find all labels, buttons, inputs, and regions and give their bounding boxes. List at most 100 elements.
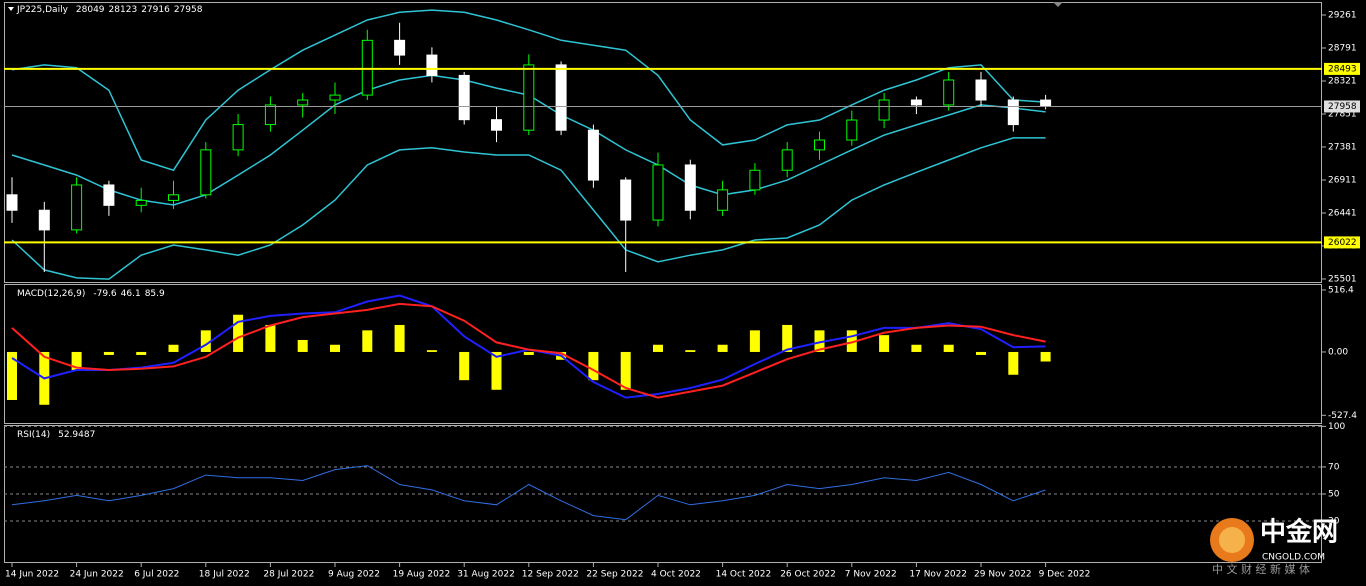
macd-bar <box>685 350 696 352</box>
candle-body <box>684 164 696 211</box>
y-tick-label: 30 <box>1328 517 1340 527</box>
level-label: 28493 <box>1328 64 1357 74</box>
panel-title: MACD(12,26,9) <box>17 289 85 299</box>
candle-body <box>943 79 955 106</box>
macd-bar <box>136 351 147 355</box>
y-tick-label: 26441 <box>1328 208 1357 218</box>
y-tick-label: 27381 <box>1328 142 1357 152</box>
macd-bar <box>394 324 405 352</box>
macd-bar <box>620 351 631 390</box>
macd-bar <box>749 330 760 352</box>
candle-body <box>846 119 858 141</box>
x-tick-label: 12 Sep 2022 <box>522 570 579 580</box>
logo-name: 中金网 <box>1260 517 1338 548</box>
y-tick-label: 26911 <box>1328 175 1357 185</box>
header-value: 28049 <box>76 5 105 15</box>
candle-body <box>329 94 341 101</box>
x-tick-label: 4 Oct 2022 <box>651 570 701 580</box>
watermark: 中金网 CNGOLD.COM 中 文 财 经 新 媒 体 <box>1210 517 1338 576</box>
candle-body <box>361 39 373 96</box>
bollinger-lower <box>11 137 1046 280</box>
header-value: 46.1 <box>121 289 141 299</box>
macd-bar <box>879 335 890 352</box>
candle-body <box>749 169 761 191</box>
y-tick-label: 516.4 <box>1328 285 1354 295</box>
macd-bar <box>71 351 82 370</box>
y-tick-label: 28321 <box>1328 76 1357 86</box>
macd-bar <box>103 351 114 355</box>
y-tick-label: 0.00 <box>1328 347 1348 357</box>
panel-header: JP225,Daily 28049 28123 27916 27958 <box>16 5 203 15</box>
candle-body <box>975 79 987 101</box>
candle-body <box>652 164 664 221</box>
macd-bar <box>911 344 922 352</box>
macd-bar <box>943 344 954 352</box>
logo-inner <box>1219 527 1245 553</box>
candle-body <box>71 184 83 231</box>
candle-body <box>587 129 599 181</box>
bollinger-upper <box>11 9 1046 172</box>
y-tick-label: -527.4 <box>1328 411 1357 421</box>
macd-bar <box>200 330 211 352</box>
last-price-box <box>1324 100 1360 113</box>
x-tick-label: 18 Jul 2022 <box>199 570 250 580</box>
macd-bar <box>782 324 793 352</box>
candle-body <box>910 99 922 106</box>
candle-body <box>878 99 890 121</box>
x-tick-label: 7 Nov 2022 <box>845 570 897 580</box>
macd-bar <box>7 351 17 400</box>
level-label: 26022 <box>1328 238 1357 248</box>
x-tick-label: 24 Jun 2022 <box>70 570 124 580</box>
macd-bar <box>588 351 599 381</box>
x-tick-label: 9 Dec 2022 <box>1039 570 1091 580</box>
candle-body <box>491 119 502 131</box>
macd-bar <box>1008 351 1019 375</box>
candle-body <box>781 149 793 171</box>
x-tick-label: 26 Oct 2022 <box>780 570 836 580</box>
x-tick-label: 6 Jul 2022 <box>134 570 179 580</box>
y-tick-label: 28791 <box>1328 43 1357 53</box>
macd-line <box>11 302 1046 399</box>
candle-body <box>717 189 729 211</box>
logo-slogan: 中 文 财 经 新 媒 体 <box>1212 562 1310 576</box>
x-tick-label: 19 Aug 2022 <box>393 570 451 580</box>
header-value: 52.9487 <box>58 430 95 440</box>
main-panel <box>4 2 1322 283</box>
x-tick-label: 14 Jun 2022 <box>5 570 59 580</box>
candle-body <box>426 54 438 76</box>
candle-body <box>168 194 179 201</box>
x-tick-label: 28 Jul 2022 <box>263 570 314 580</box>
candle-body <box>264 104 276 126</box>
candle-body <box>620 179 632 221</box>
header-value: 28123 <box>109 5 138 15</box>
candle-body <box>1040 99 1052 107</box>
candle-body <box>523 64 535 131</box>
macd-bar <box>297 339 308 352</box>
x-tick-label: 31 Aug 2022 <box>457 570 515 580</box>
macd-bar <box>814 330 825 352</box>
panel-title: RSI(14) <box>17 430 50 440</box>
macd-bar <box>362 330 373 352</box>
candle-body <box>103 184 115 206</box>
macd-bar <box>426 350 437 352</box>
x-tick-label: 14 Oct 2022 <box>716 570 772 580</box>
panel-header: MACD(12,26,9) -79.6 46.1 85.9 <box>17 289 165 299</box>
x-tick-label: 17 Nov 2022 <box>909 570 967 580</box>
y-tick-label: 29261 <box>1328 10 1357 20</box>
last-price-label: 27958 <box>1328 102 1357 112</box>
header-value: 27916 <box>141 5 170 15</box>
candle-body <box>394 39 406 56</box>
macd-bar <box>491 351 502 390</box>
rsi-line <box>11 465 1046 521</box>
level-box <box>1324 236 1360 249</box>
x-tick-label: 9 Aug 2022 <box>328 570 380 580</box>
candle-body <box>232 124 244 151</box>
macd-panel <box>4 284 1322 424</box>
header-value: -79.6 <box>93 289 117 299</box>
macd-bar <box>523 351 534 355</box>
level-box <box>1324 62 1360 75</box>
candle-body <box>555 64 567 131</box>
macd-bar <box>459 351 470 381</box>
